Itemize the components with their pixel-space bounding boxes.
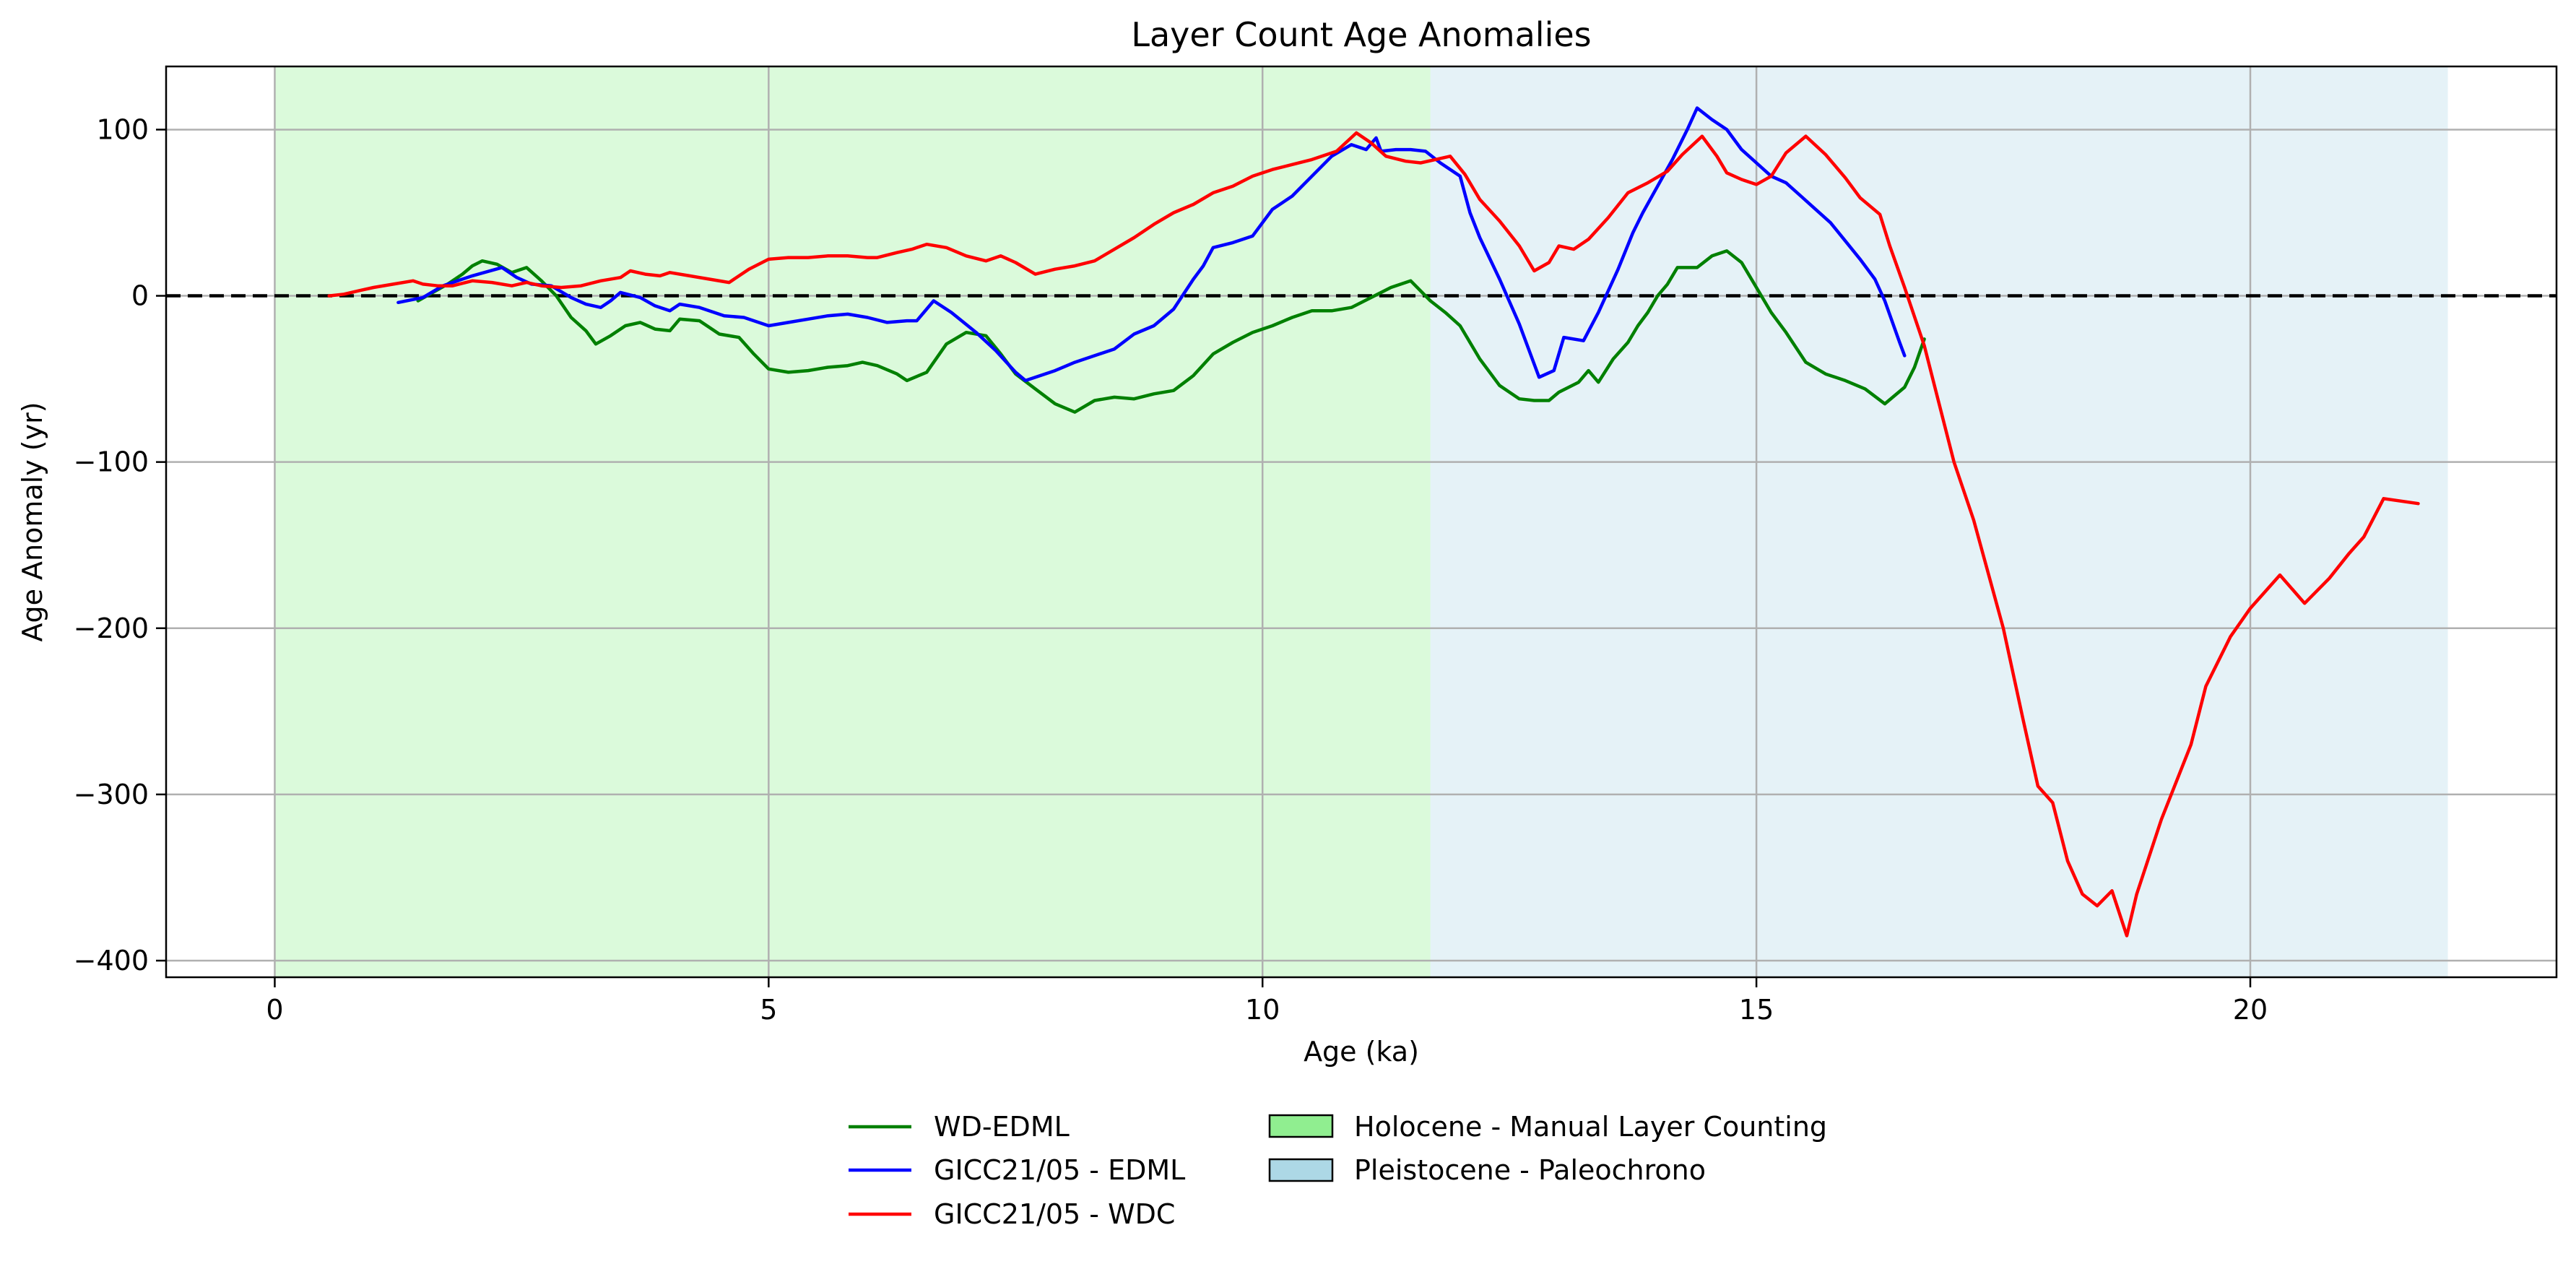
- legend-swatch-pleistocene: [1268, 1158, 1334, 1182]
- legend-label-holocene: Holocene - Manual Layer Counting: [1354, 1111, 1827, 1143]
- legend: WD-EDML GICC21/05 - EDML GICC21/05 - WDC…: [849, 1111, 1827, 1230]
- region-0: [274, 66, 1431, 977]
- series-group: [327, 106, 2420, 938]
- x-tick-label-4: 20: [2233, 994, 2268, 1026]
- y-tick-label-0: 100: [96, 113, 149, 145]
- x-axis-label: Age (ka): [1304, 1036, 1419, 1068]
- legend-label-pleistocene: Pleistocene - Paleochrono: [1354, 1154, 1706, 1186]
- x-tick-label-3: 15: [1739, 994, 1774, 1026]
- legend-swatch-holocene: [1268, 1114, 1334, 1138]
- y-tick-label-2: −100: [74, 446, 149, 478]
- legend-label-wd-edml: WD-EDML: [934, 1111, 1070, 1143]
- chart-title: Layer Count Age Anomalies: [1131, 15, 1591, 54]
- legend-label-gicc21-edml: GICC21/05 - EDML: [934, 1154, 1185, 1186]
- y-tick-label-3: −200: [74, 612, 149, 644]
- series-line-2: [327, 131, 2420, 938]
- y-axis-ticks: 100 0 −100 −200 −300 −400: [74, 113, 166, 977]
- y-tick-label-5: −400: [74, 945, 149, 977]
- series-line-1: [396, 106, 1907, 383]
- x-tick-label-2: 10: [1245, 994, 1280, 1026]
- x-tick-label-1: 5: [760, 994, 777, 1026]
- x-tick-label-0: 0: [266, 994, 283, 1026]
- y-axis-label: Age Anomaly (yr): [17, 402, 48, 641]
- y-tick-label-1: 0: [131, 280, 149, 312]
- y-tick-label-4: −300: [74, 779, 149, 810]
- series-line-0: [416, 249, 1926, 414]
- legend-label-gicc21-wdc: GICC21/05 - WDC: [934, 1198, 1175, 1230]
- x-axis-ticks: 0 5 10 15 20: [266, 977, 2268, 1026]
- shaded-regions: [274, 66, 2448, 977]
- region-1: [1430, 66, 2448, 977]
- plot-frame: [165, 65, 2558, 979]
